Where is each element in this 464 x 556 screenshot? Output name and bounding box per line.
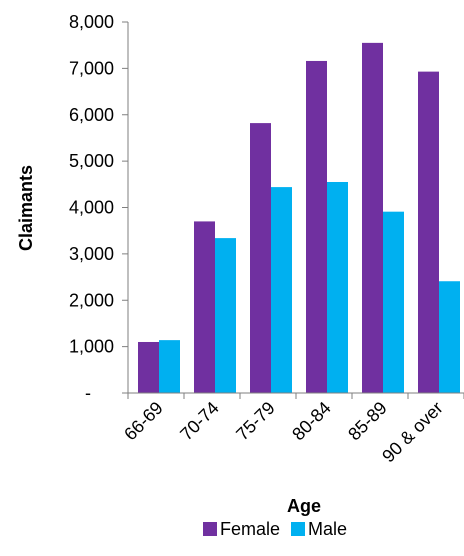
bar-male: [215, 238, 236, 393]
y-tick-label: 4,000: [69, 198, 114, 218]
y-tick-label: -: [85, 383, 91, 403]
bar-male: [271, 187, 292, 393]
legend-swatch: [291, 522, 305, 536]
legend-swatch: [203, 522, 217, 536]
legend: Female Male: [203, 519, 347, 539]
bars: [138, 42, 460, 394]
x-tick-label: 80-84: [288, 398, 335, 445]
x-axis-title: Age: [287, 496, 321, 516]
bar-female: [362, 42, 383, 394]
legend-label: Male: [308, 519, 347, 539]
y-axis-ticks: - 1,000 2,000 3,000 4,000 5,000 6,000 7,000 8,00…: [69, 12, 128, 403]
y-tick-label: 2,000: [69, 290, 114, 310]
bar-female: [194, 221, 215, 393]
bar-female: [418, 71, 439, 393]
bar-female: [306, 60, 327, 394]
bar-male: [327, 181, 348, 393]
y-axis-title: Claimants: [16, 165, 36, 251]
bar-female: [250, 123, 271, 393]
y-tick-label: 5,000: [69, 151, 114, 171]
bar-male: [439, 281, 460, 393]
legend-label: Female: [220, 519, 280, 539]
x-tick-label: 85-89: [344, 398, 391, 445]
x-tick-label: 70-74: [176, 398, 223, 445]
bar-female: [138, 341, 159, 393]
bar-male: [159, 340, 180, 393]
y-tick-label: 7,000: [69, 58, 114, 78]
y-tick-label: 8,000: [69, 12, 114, 32]
y-tick-label: 6,000: [69, 105, 114, 125]
x-tick-label: 75-79: [232, 398, 279, 445]
y-tick-label: 3,000: [69, 244, 114, 264]
x-tick-label: 66-69: [120, 398, 167, 445]
x-tick-label: 90 & over: [378, 398, 447, 467]
bar-male: [383, 211, 404, 393]
y-tick-label: 1,000: [69, 337, 114, 357]
